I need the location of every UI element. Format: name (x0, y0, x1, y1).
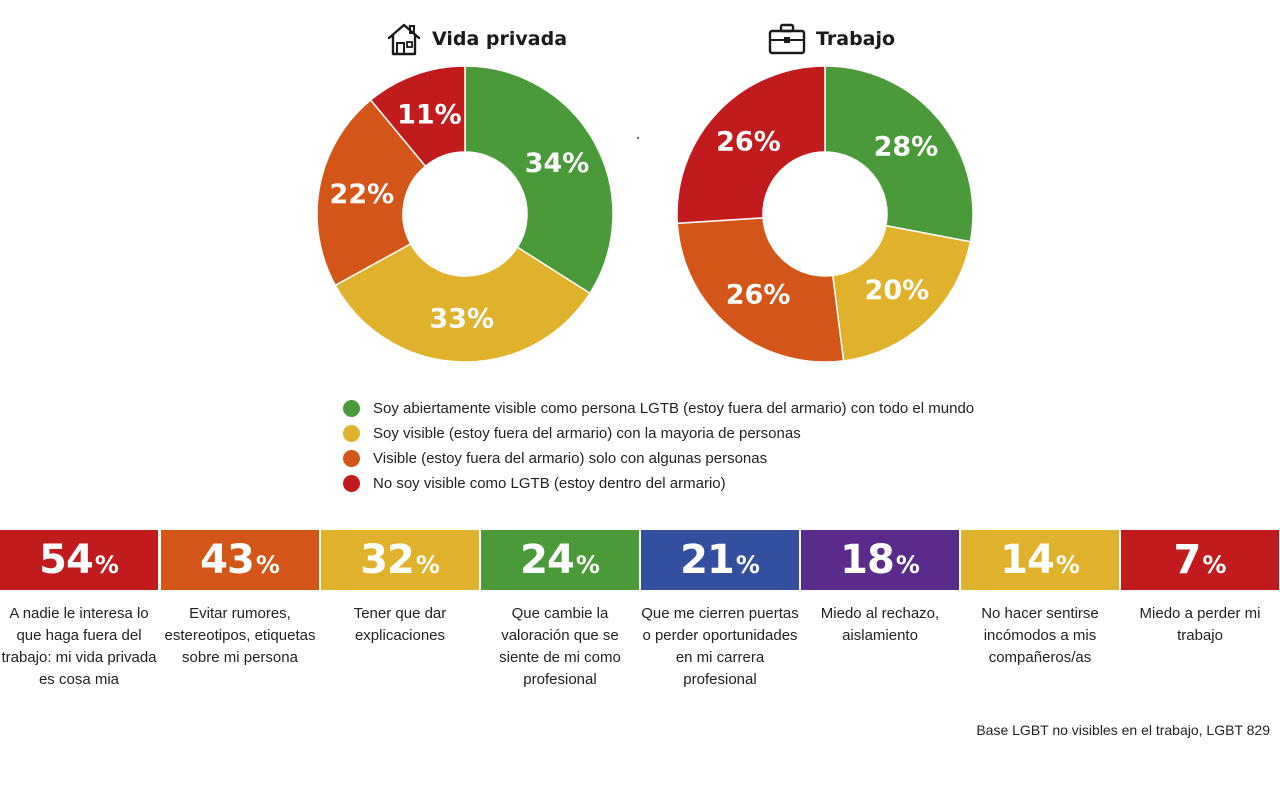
reason-value: 32 (360, 537, 415, 583)
legend-item-no-visible: No soy visible como LGTB (estoy dentro d… (343, 471, 974, 496)
reason-label-8: Miedo a perder mi trabajo (1139, 605, 1261, 644)
reason-value-box-1: 54% (0, 530, 158, 590)
reason-value-box-7: 14% (961, 530, 1119, 590)
base-note: Base LGBT no visibles en el trabajo, LGB… (976, 722, 1270, 738)
reason-value: 24 (520, 537, 575, 583)
reason-label-6: Miedo al rechazo, aislamiento (820, 605, 940, 644)
legend-label: No soy visible como LGTB (estoy dentro d… (373, 475, 726, 492)
trabajo-slice-label-2: 20% (865, 275, 930, 306)
vida-privada-slice-3 (316, 98, 427, 287)
vida-privada-slice-label-3: 22% (330, 179, 395, 210)
reason-value-box-6: 18% (801, 530, 959, 590)
reason-label-2: Evitar rumores, estereotipos, etiquetas … (164, 605, 316, 666)
reason-label-1: A nadie le interesa lo que haga fuera de… (1, 605, 157, 688)
reason-label-4: Que cambie la valoración que se siente d… (499, 605, 621, 688)
reason-value-box-4: 24% (481, 530, 639, 590)
reason-value: 14 (1000, 537, 1055, 583)
reason-percent-sign: % (895, 551, 920, 579)
reason-value-box-8: 7% (1121, 530, 1279, 590)
legend-swatch (343, 475, 360, 492)
legend-item-visible-mayoria: Soy visible (estoy fuera del armario) co… (343, 421, 974, 446)
reason-value-box-3: 32% (321, 530, 479, 590)
legend-label: Soy visible (estoy fuera del armario) co… (373, 425, 801, 442)
reason-label-7: No hacer sentirse incómodos a mis compañ… (981, 605, 1099, 666)
donut-title-text: Vida privada (432, 28, 568, 50)
reason-value: 18 (840, 537, 895, 583)
reason-value: 43 (200, 537, 255, 583)
reason-value: 54 (39, 537, 94, 583)
reason-percent-sign: % (735, 551, 760, 579)
vida-privada-slice-label-1: 34% (525, 148, 590, 179)
donut-title-trabajo: Trabajo (768, 22, 895, 56)
trabajo-slice-3 (676, 217, 845, 363)
legend-label: Soy abiertamente visible como persona LG… (373, 400, 975, 417)
trabajo-slice-label-4: 26% (716, 127, 781, 158)
trabajo-slice-4 (676, 65, 826, 225)
donut-chart-vida-privada: 34% 33% 22% 11% (316, 65, 614, 363)
legend-swatch (343, 450, 360, 467)
legend-label: Visible (estoy fuera del armario) solo c… (373, 450, 768, 467)
reason-value: 21 (680, 537, 735, 583)
legend-item-visible-algunas: Visible (estoy fuera del armario) solo c… (343, 446, 974, 471)
donut-chart-trabajo: 28% 20% 26% 26% (676, 65, 974, 363)
briefcase-icon (768, 23, 806, 55)
legend-item-visible-todo-el-mundo: Soy abiertamente visible como persona LG… (343, 396, 974, 421)
vida-privada-slice-1 (464, 65, 614, 295)
reason-percent-sign: % (94, 551, 119, 579)
reason-percent-sign: % (1202, 551, 1227, 579)
vida-privada-slice-label-2: 33% (429, 303, 494, 334)
reason-percent-sign: % (415, 551, 440, 579)
reason-percent-sign: % (575, 551, 600, 579)
reason-label-5: Que me cierren puertas o perder oportuni… (641, 605, 799, 688)
legend-swatch (343, 400, 360, 417)
vida-privada-slice-2 (334, 242, 591, 363)
donut-title-text: Trabajo (816, 28, 896, 50)
reason-value-box-5: 21% (641, 530, 799, 590)
trabajo-slice-2 (831, 224, 972, 362)
vida-privada-slice-4 (369, 65, 466, 168)
legend-swatch (343, 425, 360, 442)
decorative-dot (637, 137, 639, 139)
trabajo-slice-label-3: 26% (726, 279, 791, 310)
trabajo-slice-1 (824, 65, 974, 243)
vida-privada-slice-label-4: 11% (397, 100, 462, 131)
reason-percent-sign: % (255, 551, 280, 579)
house-icon (387, 23, 421, 56)
reason-value-box-2: 43% (161, 530, 319, 590)
trabajo-slice-label-1: 28% (874, 132, 939, 163)
legend: Soy abiertamente visible como persona LG… (343, 396, 974, 496)
reason-value: 7 (1173, 537, 1202, 583)
donut-title-vida-privada: Vida privada (386, 22, 567, 56)
reason-label-3: Tener que dar explicaciones (353, 605, 447, 644)
reason-percent-sign: % (1055, 551, 1080, 579)
